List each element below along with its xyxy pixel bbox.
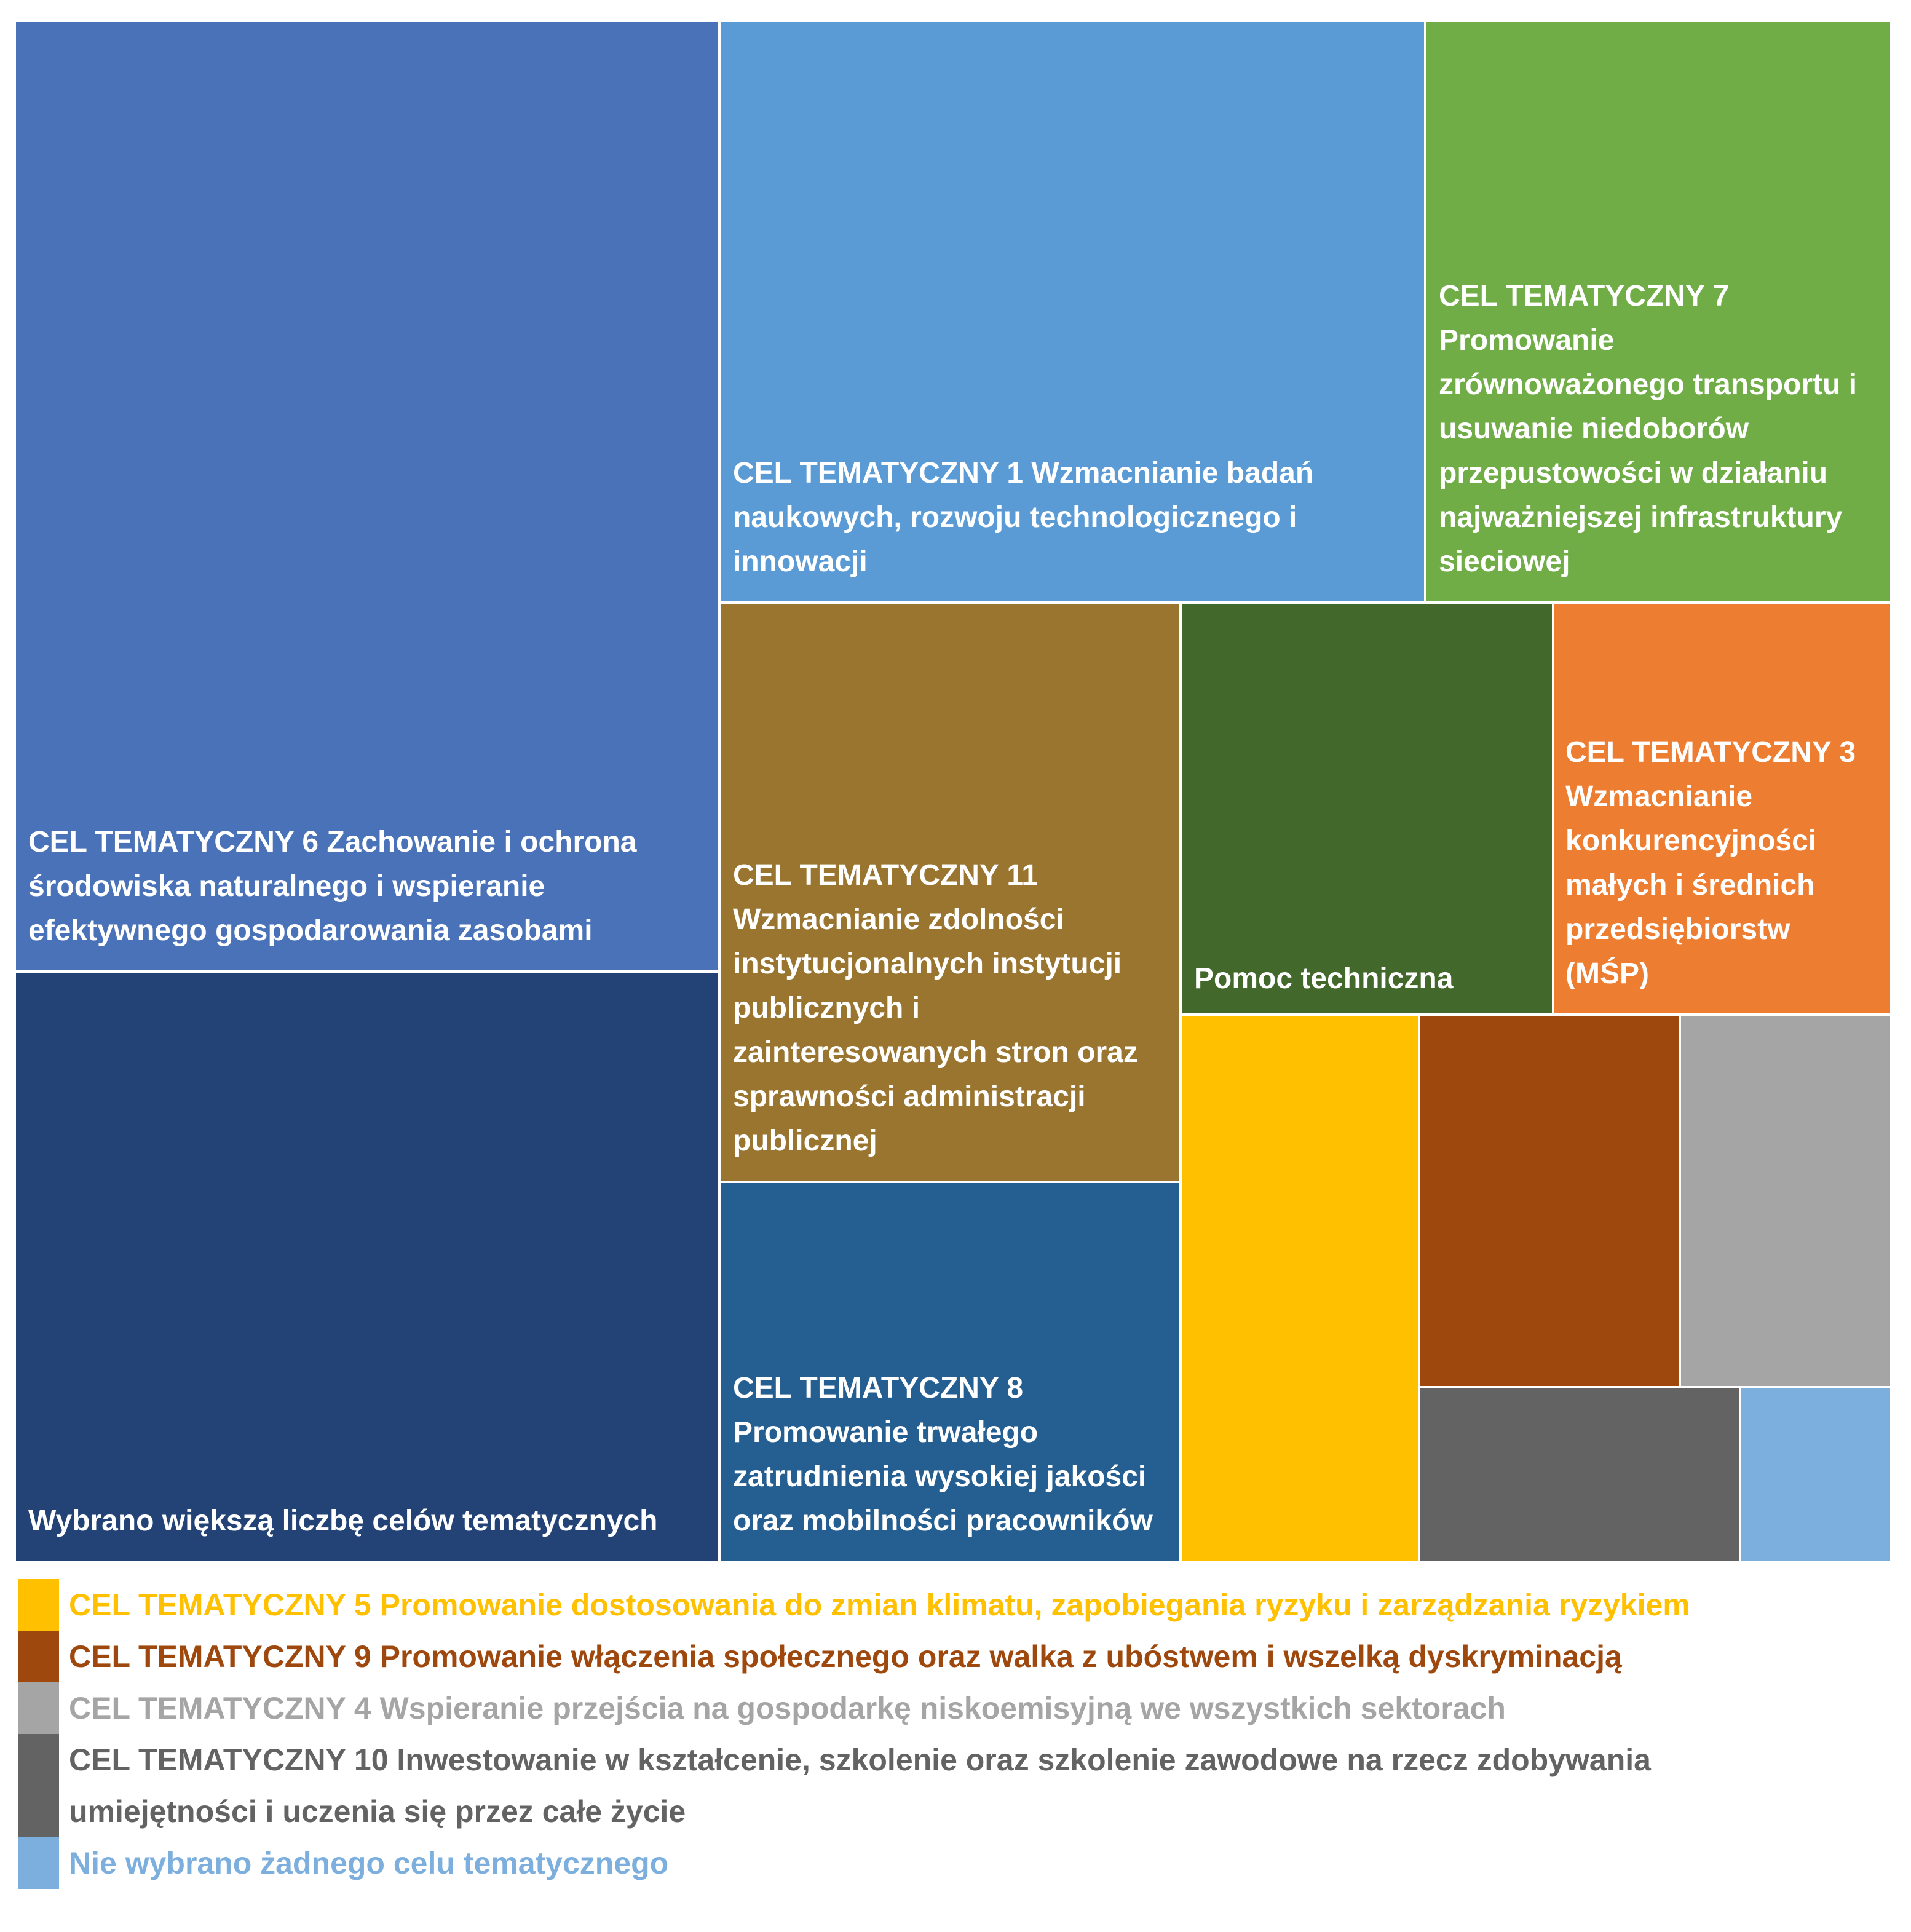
legend-label: CEL TEMATYCZNY 5 Promowanie dostosowania… xyxy=(69,1588,1690,1622)
treemap-tile-ct10 xyxy=(1419,1387,1740,1562)
treemap-label-ct11: CEL TEMATYCZNY 11 Wzmacnianie zdolności … xyxy=(733,859,1138,1157)
legend-label: Nie wybrano żadnego celu tematycznego xyxy=(69,1846,669,1880)
treemap-chart: CEL TEMATYCZNY 6 Zachowanie i ochrona śr… xyxy=(15,21,1891,1562)
chart-legend: CEL TEMATYCZNY 5 Promowanie dostosowania… xyxy=(18,1579,1900,1889)
treemap-label-ct6: CEL TEMATYCZNY 6 Zachowanie i ochrona śr… xyxy=(28,826,637,947)
legend-item: CEL TEMATYCZNY 4 Wspieranie przejścia na… xyxy=(18,1682,1900,1734)
treemap-tile-multi: Wybrano większą liczbę celów tematycznyc… xyxy=(15,972,719,1562)
treemap-label-multi: Wybrano większą liczbę celów tematycznyc… xyxy=(28,1505,658,1537)
treemap-tile-ct11: CEL TEMATYCZNY 11 Wzmacnianie zdolności … xyxy=(719,603,1181,1182)
treemap-tile-ct6: CEL TEMATYCZNY 6 Zachowanie i ochrona śr… xyxy=(15,21,719,972)
treemap-tile-ct3: CEL TEMATYCZNY 3 Wzmacnianie konkurencyj… xyxy=(1553,603,1891,1015)
treemap-label-pomoc: Pomoc techniczna xyxy=(1194,962,1454,995)
treemap-tile-ct4 xyxy=(1680,1015,1891,1387)
legend-label: CEL TEMATYCZNY 4 Wspieranie przejścia na… xyxy=(69,1691,1506,1725)
treemap-tile-ct7: CEL TEMATYCZNY 7 Promowanie zrównoważone… xyxy=(1425,21,1891,603)
legend-swatch xyxy=(18,1734,59,1837)
legend-swatch xyxy=(18,1682,59,1734)
legend-item: CEL TEMATYCZNY 9 Promowanie włączenia sp… xyxy=(18,1631,1900,1682)
legend-item: CEL TEMATYCZNY 10 Inwestowanie w kształc… xyxy=(18,1734,1900,1837)
treemap-label-ct7: CEL TEMATYCZNY 7 Promowanie zrównoważone… xyxy=(1439,280,1857,578)
treemap-label-ct8: CEL TEMATYCZNY 8 Promowanie trwałego zat… xyxy=(733,1372,1153,1537)
legend-swatch xyxy=(18,1631,59,1682)
legend-swatch xyxy=(18,1579,59,1631)
treemap-tile-pomoc: Pomoc techniczna xyxy=(1181,603,1553,1015)
legend-label: CEL TEMATYCZNY 10 Inwestowanie w kształc… xyxy=(69,1743,1651,1829)
treemap-tile-ct5 xyxy=(1181,1015,1419,1562)
legend-item: CEL TEMATYCZNY 5 Promowanie dostosowania… xyxy=(18,1579,1900,1631)
legend-label: CEL TEMATYCZNY 9 Promowanie włączenia sp… xyxy=(69,1639,1622,1674)
treemap-label-ct1: CEL TEMATYCZNY 1 Wzmacnianie badań nauko… xyxy=(733,457,1314,578)
treemap-tile-ct8: CEL TEMATYCZNY 8 Promowanie trwałego zat… xyxy=(719,1182,1181,1562)
treemap-label-ct3: CEL TEMATYCZNY 3 Wzmacnianie konkurencyj… xyxy=(1565,736,1856,990)
treemap-tile-ct1: CEL TEMATYCZNY 1 Wzmacnianie badań nauko… xyxy=(719,21,1425,603)
treemap-tile-ct9 xyxy=(1419,1015,1680,1387)
legend-item: Nie wybrano żadnego celu tematycznego xyxy=(18,1837,1900,1889)
treemap-tile-none xyxy=(1740,1387,1891,1562)
legend-swatch xyxy=(18,1837,59,1889)
